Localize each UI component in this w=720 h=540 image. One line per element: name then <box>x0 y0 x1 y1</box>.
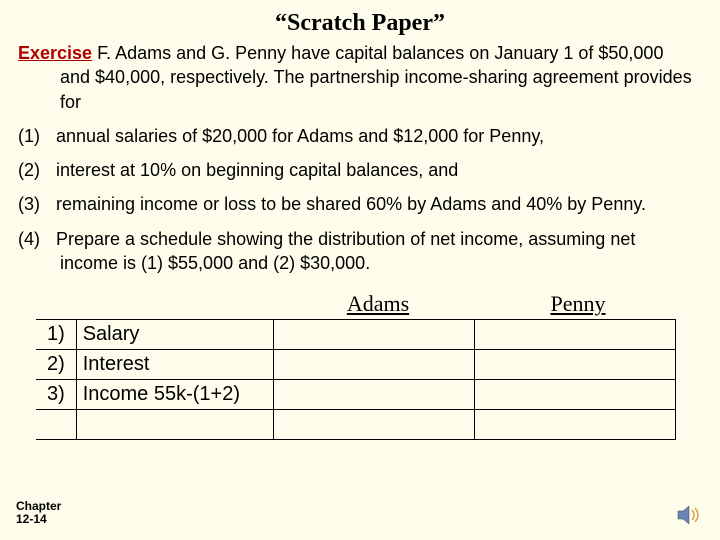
row-label: Interest <box>76 350 273 380</box>
item-text-4: Prepare a schedule showing the distribut… <box>56 229 635 273</box>
item-text-3: remaining income or loss to be shared 60… <box>56 194 646 214</box>
footer-line2: 12-14 <box>16 513 61 526</box>
footer-line1: Chapter <box>16 500 61 513</box>
col-header-penny: Penny <box>478 291 678 317</box>
list-item-1: (1)annual salaries of $20,000 for Adams … <box>18 124 698 148</box>
cell-penny <box>474 320 675 350</box>
table-row <box>36 410 676 440</box>
cell-adams <box>273 380 474 410</box>
cell-penny <box>474 350 675 380</box>
page-title: “Scratch Paper” <box>0 0 720 37</box>
row-num <box>36 410 76 440</box>
exercise-intro: Exercise F. Adams and G. Penny have capi… <box>18 41 698 114</box>
item-num-4: (4) <box>18 227 56 251</box>
item-num-1: (1) <box>18 124 56 148</box>
row-label <box>76 410 273 440</box>
table-header: Adams Penny <box>36 291 690 317</box>
content-block: Exercise F. Adams and G. Penny have capi… <box>0 41 720 275</box>
row-num: 1) <box>36 320 76 350</box>
table-row: 1) Salary <box>36 320 676 350</box>
table-row: 3) Income 55k-(1+2) <box>36 380 676 410</box>
cell-adams <box>273 320 474 350</box>
exercise-label: Exercise <box>18 43 92 63</box>
row-num: 2) <box>36 350 76 380</box>
list-item-2: (2)interest at 10% on beginning capital … <box>18 158 698 182</box>
list-item-3: (3)remaining income or loss to be shared… <box>18 192 698 216</box>
speaker-icon[interactable] <box>676 504 702 526</box>
cell-adams <box>273 350 474 380</box>
intro-line2: and $40,000, respectively. The partnersh… <box>18 65 698 114</box>
schedule-table-area: Adams Penny 1) Salary 2) Interest 3) Inc… <box>0 291 720 440</box>
item-text-2: interest at 10% on beginning capital bal… <box>56 160 458 180</box>
item-num-2: (2) <box>18 158 56 182</box>
cell-penny <box>474 380 675 410</box>
item-text-1: annual salaries of $20,000 for Adams and… <box>56 126 544 146</box>
col-header-adams: Adams <box>278 291 478 317</box>
row-num: 3) <box>36 380 76 410</box>
row-label: Income 55k-(1+2) <box>76 380 273 410</box>
list-item-4: (4)Prepare a schedule showing the distri… <box>18 227 698 276</box>
schedule-table: 1) Salary 2) Interest 3) Income 55k-(1+2… <box>36 319 676 440</box>
cell-penny <box>474 410 675 440</box>
table-row: 2) Interest <box>36 350 676 380</box>
intro-line1: F. Adams and G. Penny have capital balan… <box>92 43 663 63</box>
cell-adams <box>273 410 474 440</box>
item-num-3: (3) <box>18 192 56 216</box>
chapter-footer: Chapter 12-14 <box>16 500 61 526</box>
row-label: Salary <box>76 320 273 350</box>
